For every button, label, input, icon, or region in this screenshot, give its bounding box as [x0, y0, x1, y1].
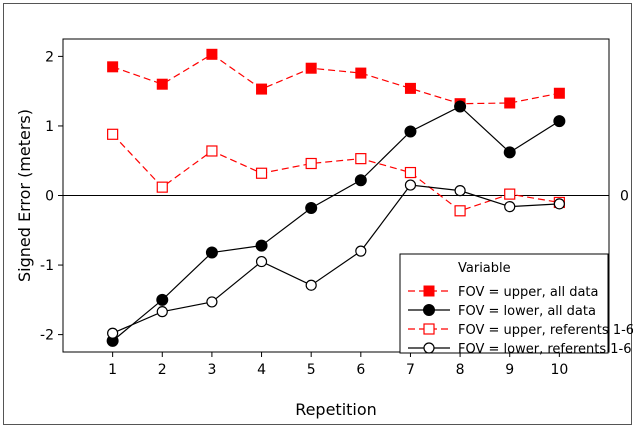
y-axis-title: Signed Error (meters): [15, 109, 34, 282]
x-tick-label: 4: [257, 362, 266, 378]
data-point: [156, 78, 168, 90]
series-line: [112, 184, 560, 334]
data-point: [255, 239, 268, 252]
y-tick-label: 0: [45, 189, 54, 205]
series-line: [112, 105, 560, 342]
data-point: [206, 296, 218, 308]
data-point: [205, 246, 218, 259]
legend-entry-label: FOV = upper, all data: [458, 285, 599, 300]
y-tick-label: 2: [45, 49, 54, 65]
legend-title: Variable: [458, 261, 511, 276]
data-point: [156, 181, 168, 193]
legend-entry-label: FOV = lower, referents 1-6: [458, 342, 632, 357]
data-point: [305, 62, 317, 74]
data-point: [404, 166, 417, 179]
data-point: [354, 174, 367, 187]
data-point: [454, 100, 467, 113]
legend-marker: [423, 304, 435, 316]
y-tick-label: -2: [40, 328, 54, 344]
data-point: [503, 146, 516, 159]
x-tick-label: 9: [505, 362, 514, 378]
data-point: [355, 153, 367, 165]
series-4: [107, 179, 565, 339]
data-point: [553, 115, 566, 128]
series-line: [112, 133, 560, 212]
data-point: [156, 293, 169, 306]
series-line: [112, 53, 560, 105]
data-point: [156, 306, 168, 318]
x-tick-label: 6: [356, 362, 365, 378]
data-point: [454, 205, 466, 217]
data-point: [404, 82, 416, 94]
legend-box: [399, 253, 609, 354]
x-tick-label: 2: [158, 362, 167, 378]
x-axis-title: Repetition: [295, 400, 377, 419]
data-point: [206, 48, 218, 60]
data-point: [504, 188, 516, 200]
x-tick-label: 8: [456, 362, 465, 378]
data-point: [404, 179, 417, 191]
data-point: [107, 327, 119, 339]
data-point: [206, 145, 218, 157]
y-tick-label: -1: [40, 258, 54, 274]
data-point: [504, 201, 516, 213]
x-tick-label: 10: [550, 362, 568, 378]
data-point: [255, 255, 268, 268]
data-point: [553, 198, 565, 210]
series-1: [107, 48, 565, 110]
data-point: [454, 185, 466, 197]
data-point: [256, 83, 268, 95]
data-point: [404, 125, 417, 138]
x-tick-label: 5: [307, 362, 316, 378]
x-tick-label: 1: [108, 362, 117, 378]
data-point: [355, 67, 367, 79]
legend-marker: [423, 323, 435, 335]
x-tick-label: 7: [406, 362, 415, 378]
data-point: [255, 167, 268, 179]
data-point: [107, 61, 119, 73]
legend-marker: [423, 285, 435, 297]
data-point: [355, 245, 367, 257]
y-tick-label: 1: [45, 119, 54, 135]
data-point: [553, 87, 565, 99]
data-point: [504, 97, 516, 109]
data-point: [305, 279, 317, 291]
legend-entry-label: FOV = upper, referents 1-6: [458, 323, 633, 338]
data-point: [305, 202, 318, 215]
data-point: [107, 128, 119, 140]
figure-frame: 2 1 0 -1 -2 1 2 3 4 5 6 7 8 9 10 Repetition Signed Error…: [3, 3, 634, 425]
x-tick-label: 3: [207, 362, 216, 378]
legend-marker: [423, 342, 435, 354]
series-3: [107, 128, 565, 217]
data-point: [305, 157, 317, 170]
reference-line-label: 0: [620, 189, 629, 205]
legend-entry-label: FOV = lower, all data: [458, 304, 596, 319]
series-2: [106, 100, 566, 347]
